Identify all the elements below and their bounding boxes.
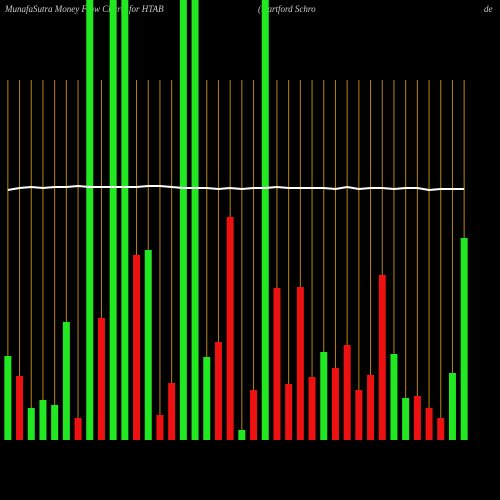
bar: [179, 0, 187, 440]
bar: [343, 345, 351, 440]
bar: [16, 376, 24, 440]
bar: [296, 287, 304, 440]
bar: [425, 408, 433, 440]
bar: [285, 384, 293, 440]
bar: [448, 373, 456, 440]
bar: [168, 383, 176, 440]
bar: [203, 357, 211, 440]
bar: [133, 255, 141, 440]
chart-subtitle: (Hartford Schro: [258, 4, 316, 14]
bar: [308, 377, 316, 440]
bar: [121, 0, 129, 440]
bar: [460, 238, 468, 440]
bar: [331, 368, 339, 440]
bar: [156, 415, 164, 440]
bar: [74, 418, 82, 440]
bar: [238, 430, 246, 440]
bar: [214, 342, 222, 440]
bar: [320, 352, 328, 440]
bar: [261, 0, 269, 440]
bar: [191, 0, 199, 440]
bar: [109, 0, 117, 440]
chart-title: MunafaSutra Money Flow Charts for HTAB: [4, 4, 164, 14]
bar: [39, 400, 47, 440]
bar: [226, 217, 234, 440]
bar: [402, 398, 410, 440]
bar: [390, 354, 398, 440]
bar: [378, 275, 386, 440]
bar: [86, 0, 94, 440]
bar: [4, 356, 12, 440]
bar: [355, 390, 363, 440]
bar: [97, 318, 105, 440]
bar: [273, 288, 281, 440]
bar: [250, 390, 258, 440]
bar: [413, 396, 421, 440]
chart-extra: de: [484, 4, 493, 14]
bar: [367, 375, 375, 440]
bar: [62, 322, 70, 440]
bar: [27, 408, 35, 440]
line: [7, 184, 465, 192]
bar: [437, 418, 445, 440]
bar: [51, 405, 59, 440]
bar: [144, 250, 152, 440]
